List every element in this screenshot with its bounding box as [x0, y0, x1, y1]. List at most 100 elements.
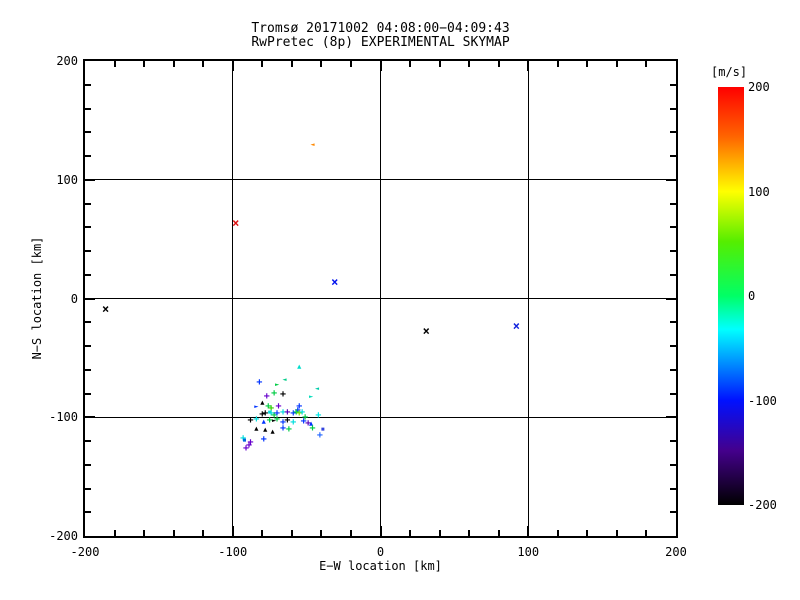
x-tick-label: 100	[517, 545, 540, 559]
tick-mark	[670, 107, 676, 110]
scatter-point: +	[245, 439, 253, 451]
scatter-point: ▲	[297, 362, 302, 371]
y-tick-label: 100	[56, 172, 78, 187]
tick-mark	[645, 61, 648, 67]
tick-mark	[113, 530, 116, 536]
tick-mark	[85, 273, 91, 276]
scatter-point: +	[316, 430, 323, 442]
scatter-point: +	[271, 387, 278, 399]
tick-mark	[666, 416, 676, 419]
colorbar-tick-label: -100	[748, 393, 777, 408]
scatter-point: +	[247, 437, 254, 449]
scatter-point: ►	[308, 392, 314, 401]
colorbar-gradient	[718, 87, 744, 505]
scatter-point: +	[260, 433, 267, 445]
tick-mark	[85, 107, 91, 110]
y-tick-label: 200	[56, 54, 78, 68]
scatter-point: +	[268, 407, 275, 419]
gridline-horizontal	[85, 179, 676, 181]
tick-mark	[670, 202, 676, 205]
colorbar-tick-label: -200	[748, 498, 777, 512]
tick-mark	[85, 226, 91, 229]
tick-mark	[85, 345, 91, 347]
scatter-point: ◄	[314, 384, 320, 393]
scatter-point: ►	[274, 380, 280, 389]
scatter-point: +	[266, 414, 273, 426]
scatter-point: ►	[272, 416, 277, 425]
scatter-point: +	[240, 432, 247, 444]
tick-mark	[202, 530, 205, 536]
scatter-point: +	[302, 412, 309, 424]
y-tick-label: -200	[49, 529, 78, 543]
scatter-point: +	[305, 418, 312, 430]
scatter-point: +	[296, 400, 303, 412]
tick-mark	[85, 178, 95, 181]
colorbar-tick-labels: 200 100 0 -100 -200	[748, 80, 798, 512]
tick-mark	[379, 61, 382, 71]
tick-mark	[527, 61, 530, 71]
scatter-point: ×	[102, 302, 110, 317]
scatter-point: +	[263, 391, 270, 403]
tick-mark	[556, 61, 559, 67]
tick-mark	[379, 526, 382, 536]
tick-mark	[468, 530, 471, 536]
tick-mark	[527, 526, 530, 536]
x-tick-label: -200	[70, 545, 100, 559]
scatter-point: ×	[331, 274, 339, 289]
scatter-point: +	[290, 407, 297, 419]
tick-mark	[231, 526, 234, 536]
tick-mark	[261, 530, 264, 536]
tick-mark	[143, 61, 146, 67]
tick-mark	[261, 61, 264, 67]
scatter-point: ►	[254, 402, 259, 411]
tick-mark	[85, 440, 91, 442]
scatter-point: ■	[243, 437, 247, 444]
tick-mark	[202, 61, 205, 67]
tick-mark	[586, 530, 589, 536]
tick-mark	[290, 530, 293, 536]
scatter-point: +	[274, 407, 281, 419]
tick-mark	[670, 511, 676, 514]
x-tick-label: 200	[665, 545, 687, 559]
tick-mark	[666, 178, 676, 181]
scatter-point: ▲	[260, 398, 265, 407]
colorbar-unit-label: [m/s]	[711, 65, 748, 79]
plot-area: ◄ × × × × × + ► ◄ + + + ▲ + ► + + ■ ► + ▲ ◄ + + + + + + + + + + ▲ + ► + + + + ▲…	[83, 59, 678, 538]
scatter-point: +	[299, 406, 306, 418]
y-tick-label: -100	[49, 410, 78, 425]
tick-mark	[670, 487, 676, 490]
tick-mark	[113, 61, 116, 67]
tick-mark	[290, 61, 293, 67]
tick-mark	[670, 345, 676, 347]
tick-mark	[85, 392, 91, 395]
tick-mark	[670, 273, 676, 276]
tick-mark	[615, 61, 618, 67]
scatter-point: +	[262, 407, 269, 419]
scatter-point: +	[268, 402, 275, 414]
scatter-point: +	[315, 410, 322, 422]
scatter-point: ▲	[263, 425, 268, 434]
x-tick-label: -100	[218, 545, 248, 559]
scatter-point: +	[285, 424, 292, 436]
scatter-point: +	[284, 406, 291, 418]
tick-mark	[438, 530, 441, 536]
tick-mark	[85, 416, 95, 419]
tick-mark	[85, 368, 91, 371]
tick-mark	[320, 61, 323, 67]
tick-mark	[670, 226, 676, 229]
tick-mark	[670, 131, 676, 134]
tick-mark	[85, 155, 91, 157]
colorbar-tick-label: 100	[748, 184, 770, 199]
tick-mark	[349, 61, 352, 67]
scatter-point: +	[279, 388, 286, 400]
x-axis-label: E−W location [km]	[319, 559, 442, 573]
tick-mark	[85, 131, 91, 134]
scatter-point: ◄	[310, 140, 315, 149]
tick-mark	[85, 250, 91, 252]
gridline-horizontal	[85, 416, 676, 418]
scatter-point: +	[290, 417, 297, 429]
scatter-point: +	[293, 406, 300, 418]
scatter-point: ■	[268, 409, 272, 415]
tick-mark	[172, 530, 175, 536]
scatter-point: +	[309, 423, 316, 435]
